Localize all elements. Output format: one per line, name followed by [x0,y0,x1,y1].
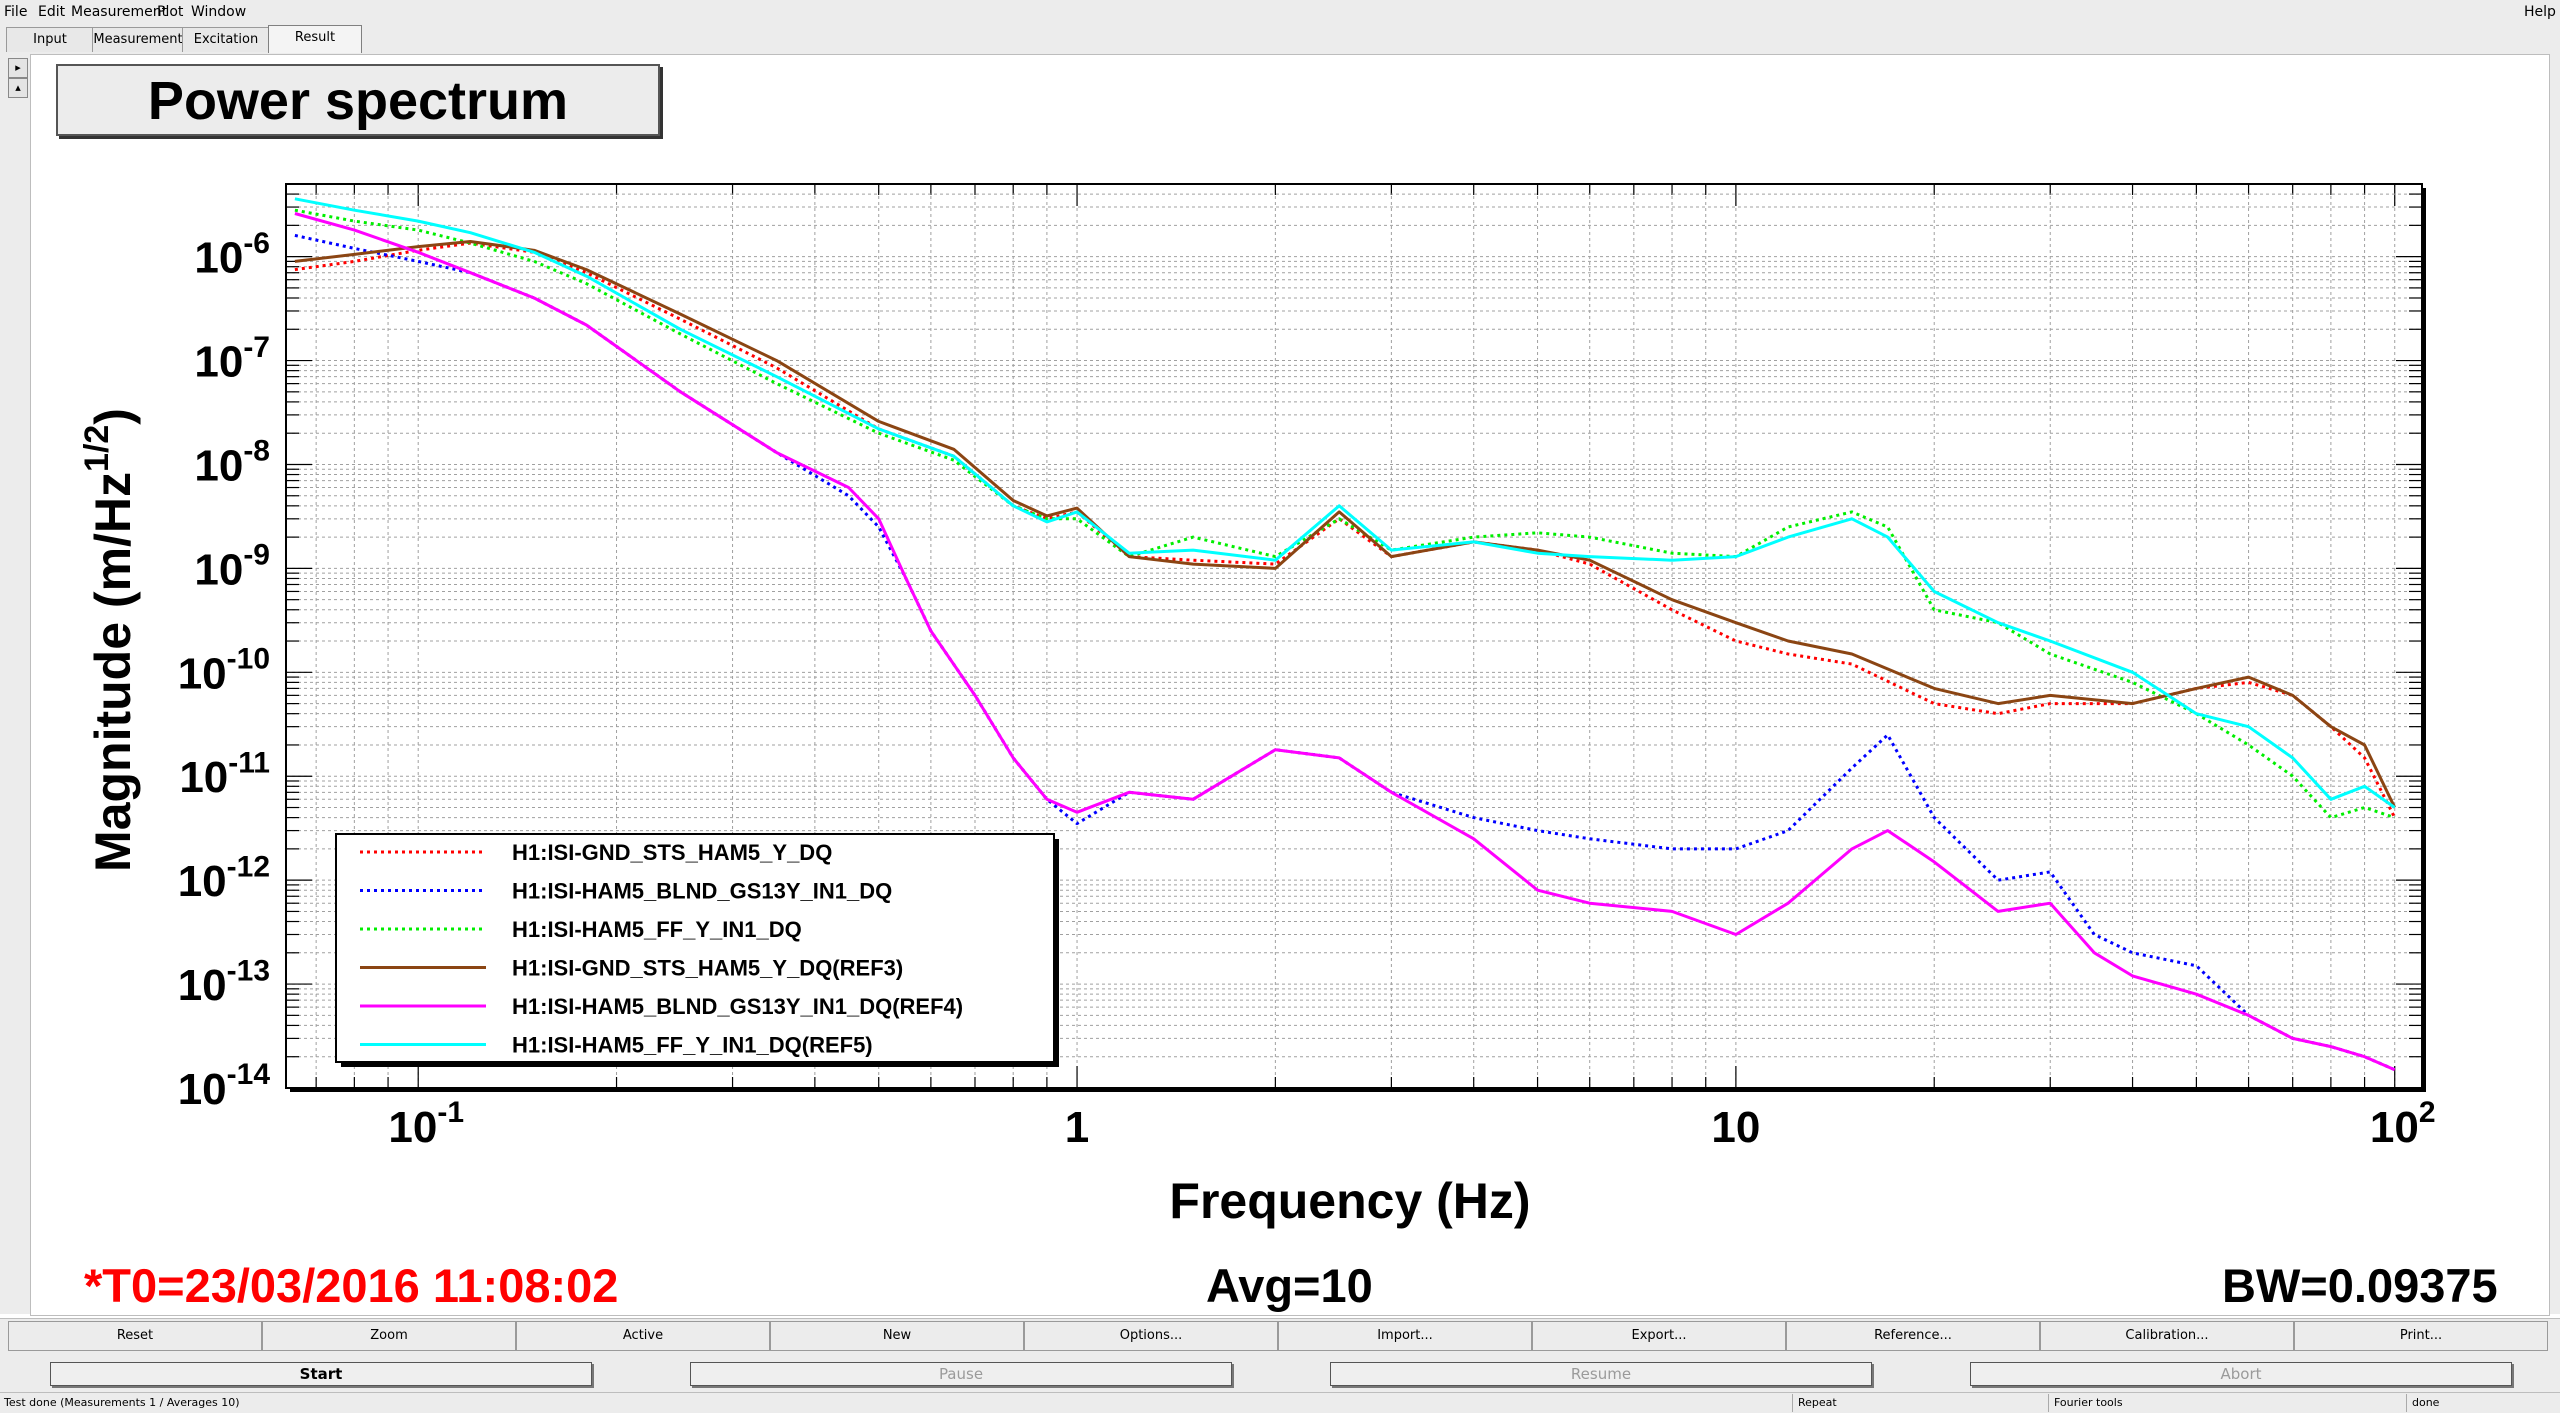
x-tick-label: 1 [1065,1103,1089,1152]
series-line-4 [294,240,2397,809]
y-tick-label: 10-6 [194,227,270,283]
tab-result[interactable]: Result [268,25,362,53]
zoom-button[interactable]: Zoom [262,1321,516,1351]
tab-measurement[interactable]: Measurement [92,27,184,52]
pause-button[interactable]: Pause [690,1362,1232,1386]
start-button[interactable]: Start [50,1362,592,1386]
series-line-6 [294,197,2396,809]
series-line-5 [294,212,2396,1072]
right-strip [2548,54,2560,1314]
status-message: Test done (Measurements 1 / Averages 10) [4,1396,240,1409]
y-tick-label: 10-11 [179,746,270,802]
x-tick-label: 10-1 [388,1096,464,1152]
bw-label: BW=0.09375 [2222,1259,2498,1312]
menu-edit[interactable]: Edit [38,4,66,20]
y-tick-label: 10-9 [194,539,270,595]
legend-entry-1: H1:ISI-GND_STS_HAM5_Y_DQ [512,840,832,865]
legend-entry-5: H1:ISI-HAM5_BLND_GS13Y_IN1_DQ(REF4) [512,994,963,1019]
menu-measurement[interactable]: Measurement [71,4,168,20]
calibration-button[interactable]: Calibration... [2040,1321,2294,1351]
export-button[interactable]: Export... [1532,1321,1786,1351]
x-tick-label: 102 [2370,1096,2436,1152]
resume-button[interactable]: Resume [1330,1362,1872,1386]
y-tick-label: 10-13 [178,954,270,1010]
menu-file[interactable]: File [4,4,28,20]
active-button[interactable]: Active [516,1321,770,1351]
tab-bar: Input Measurement Excitation Result [0,24,2560,54]
status-done: done [2412,1396,2440,1409]
plot-button-bar: Reset Zoom Active New Options... Import.… [0,1318,2560,1353]
y-tick-label: 10-8 [194,435,270,491]
status-bar: Test done (Measurements 1 / Averages 10)… [0,1392,2560,1413]
plot-frame [285,183,2423,1089]
menu-help[interactable]: Help [2524,4,2556,20]
legend-entry-4: H1:ISI-GND_STS_HAM5_Y_DQ(REF3) [512,956,903,981]
status-fourier: Fourier tools [2054,1396,2123,1409]
status-repeat: Repeat [1798,1396,1837,1409]
abort-button[interactable]: Abort [1970,1362,2512,1386]
legend-entry-6: H1:ISI-HAM5_FF_Y_IN1_DQ(REF5) [512,1033,873,1058]
avg-label: Avg=10 [1206,1259,1373,1312]
arrow-up-icon[interactable]: ▴ [8,78,28,98]
new-button[interactable]: New [770,1321,1024,1351]
tab-input[interactable]: Input [6,27,94,52]
menu-window[interactable]: Window [191,4,247,20]
legend [335,833,1055,1063]
y-tick-label: 10-10 [178,643,270,699]
x-axis-label: Frequency (Hz) [1169,1173,1530,1229]
arrow-right-icon[interactable]: ▸ [8,58,28,78]
plot-title: Power spectrum [147,71,569,131]
reset-button[interactable]: Reset [8,1321,262,1351]
left-strip: ▸ ▴ [0,54,30,1314]
print-button[interactable]: Print... [2294,1321,2548,1351]
tab-excitation[interactable]: Excitation [182,27,270,52]
legend-entry-3: H1:ISI-HAM5_FF_Y_IN1_DQ [512,917,802,942]
options-button[interactable]: Options... [1024,1321,1278,1351]
t0-label: *T0=23/03/2016 11:08:02 [84,1259,619,1312]
y-tick-label: 10-14 [178,1058,271,1114]
menu-plot[interactable]: Plot [157,4,184,20]
reference-button[interactable]: Reference... [1786,1321,2040,1351]
legend-entry-2: H1:ISI-HAM5_BLND_GS13Y_IN1_DQ [512,879,892,904]
import-button[interactable]: Import... [1278,1321,1532,1351]
control-button-bar: Start Pause Resume Abort [0,1352,2560,1392]
y-axis-label: Magnitude (m/Hz1/2) [78,408,141,872]
y-tick-label: 10-7 [194,331,270,387]
y-tick-label: 10-12 [178,850,270,906]
plot-title-box: Power spectrum [56,64,660,136]
x-tick-label: 10 [1711,1103,1760,1152]
